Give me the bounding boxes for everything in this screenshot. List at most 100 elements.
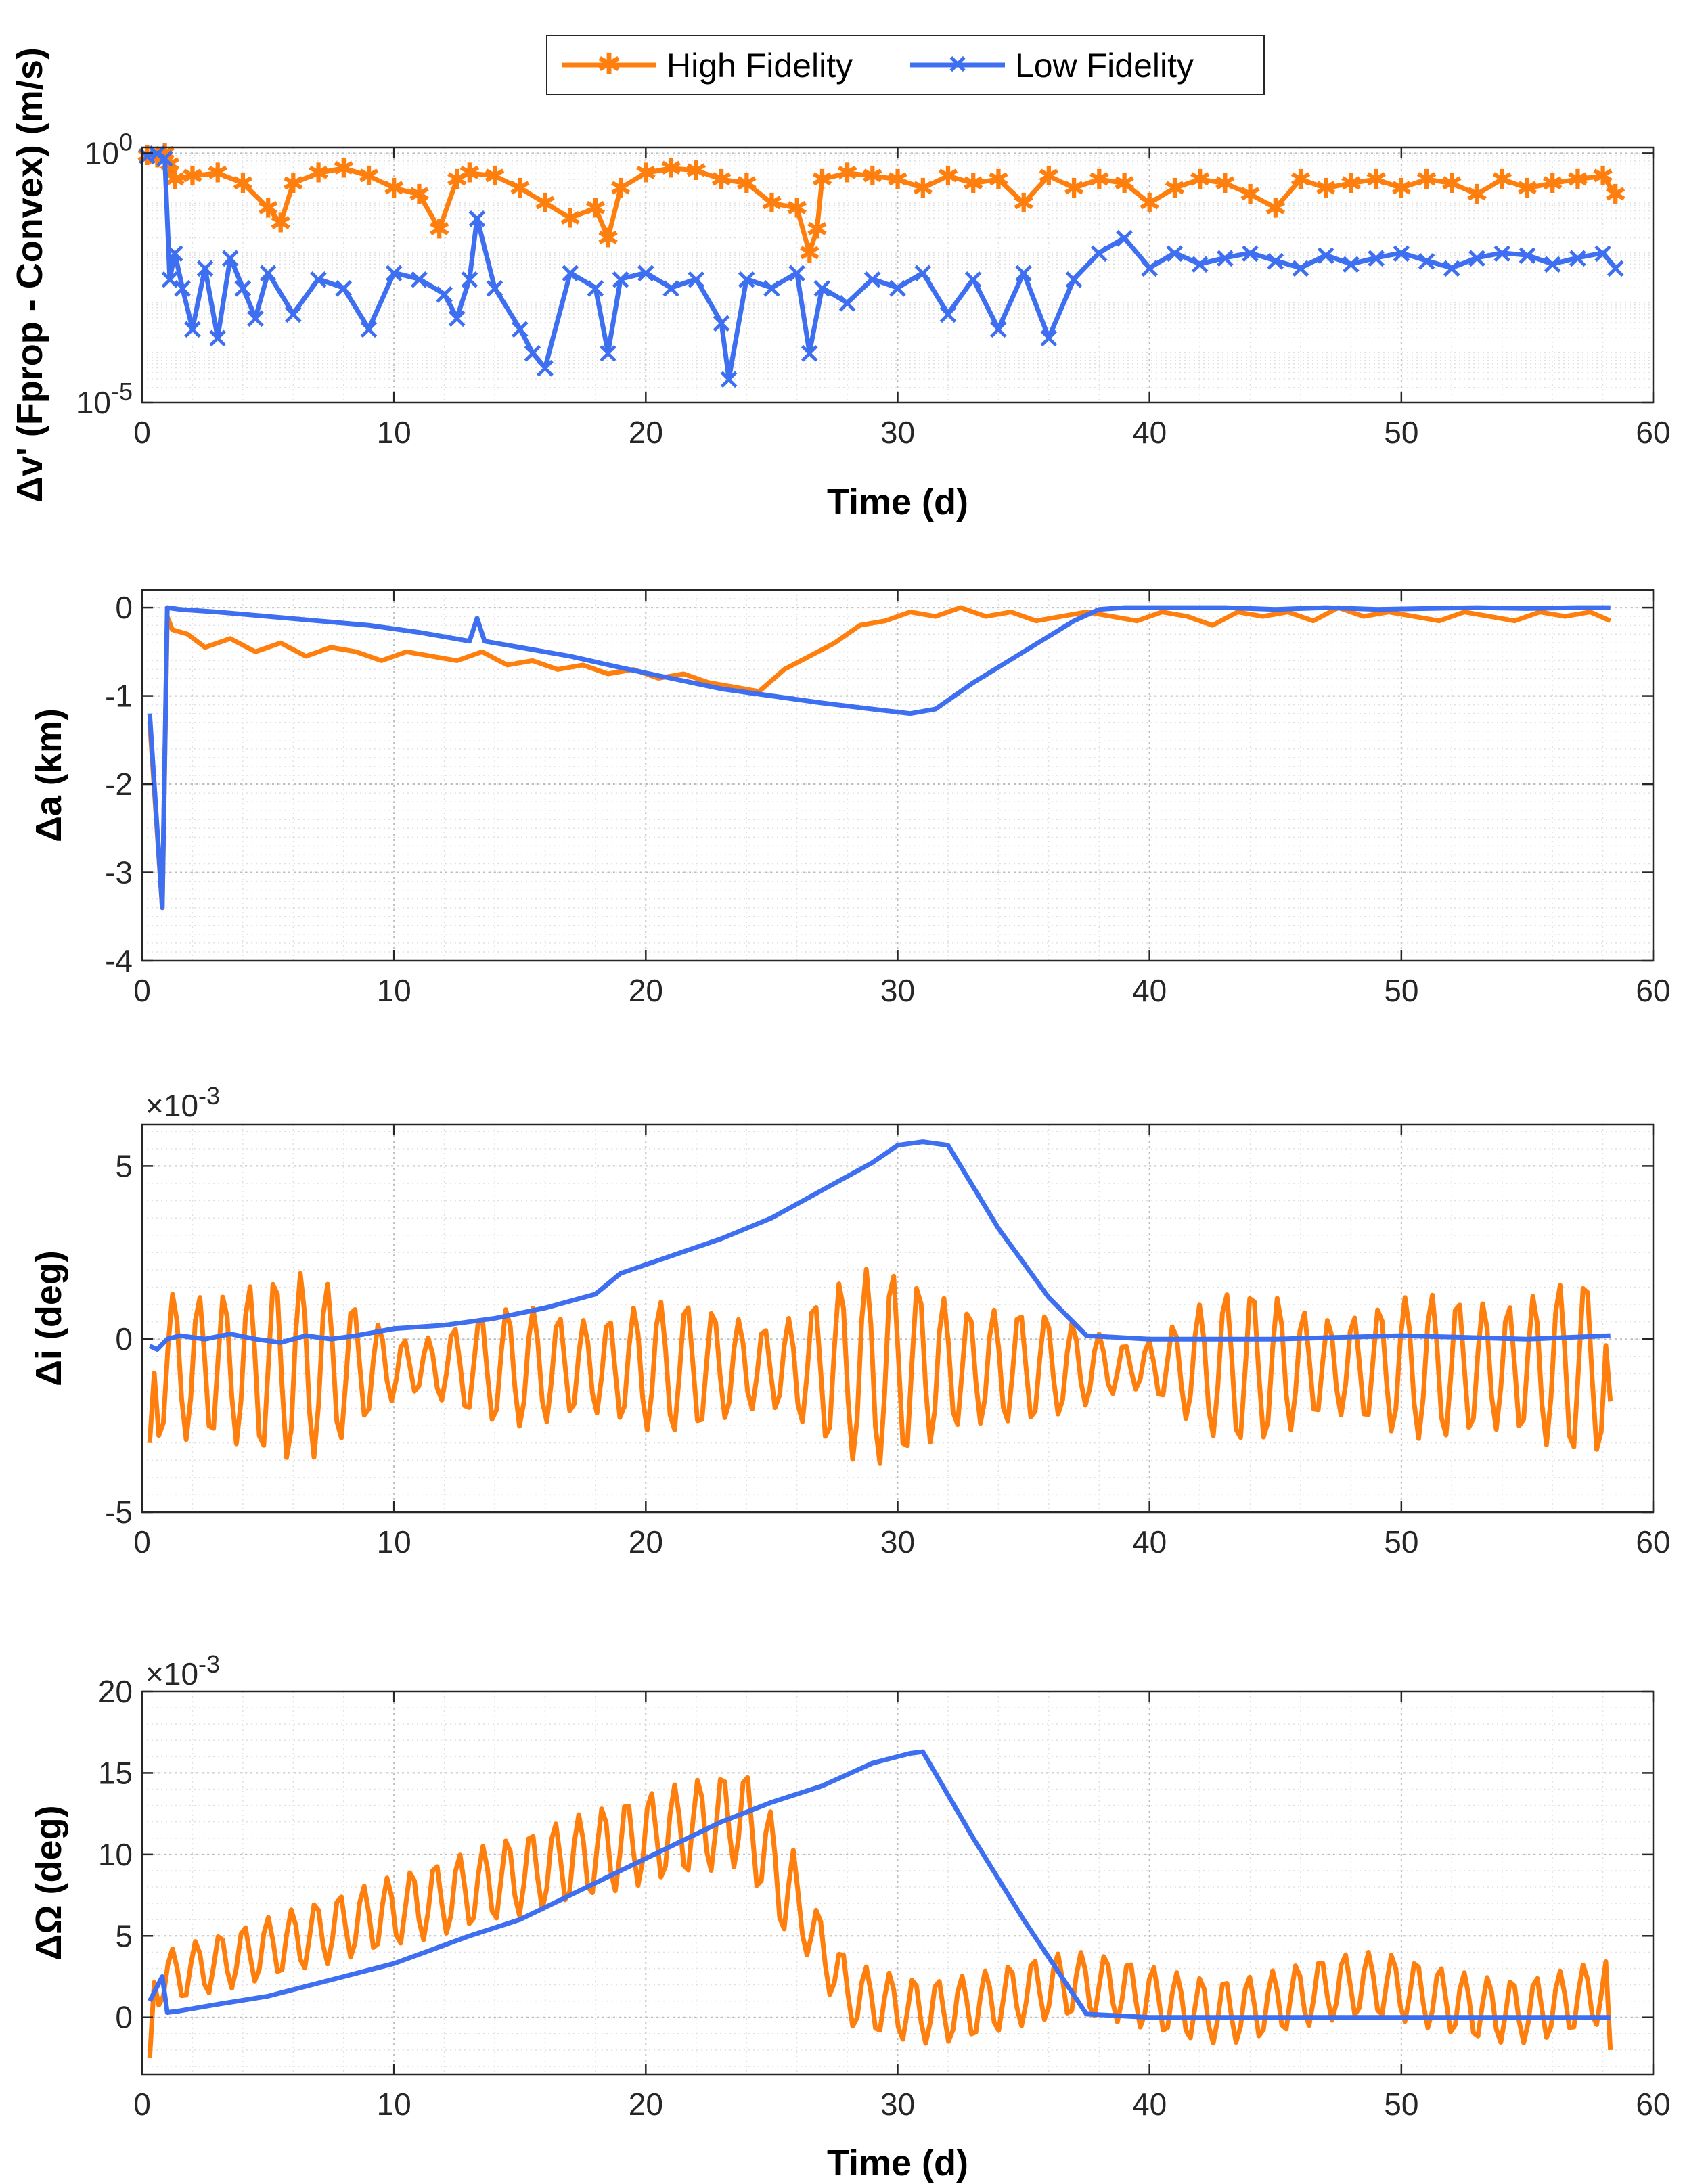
dv-series-high-point: ✱ xyxy=(685,156,708,187)
dv-series-low-point: × xyxy=(717,362,741,395)
dv-series-high-point: ✱ xyxy=(962,168,985,200)
dv-series-low-point: × xyxy=(1188,247,1211,280)
dO-ytick-label: 10 xyxy=(98,1837,133,1872)
dv-series-high-point: ✱ xyxy=(786,193,809,224)
dO-exponent-value: -3 xyxy=(198,1650,220,1678)
dv-series-high-point: ✱ xyxy=(1441,168,1464,200)
dv-series-low-point: × xyxy=(1037,321,1060,354)
dv-ytick-label: 10-5 xyxy=(76,378,133,420)
dv-series-high-point: ✱ xyxy=(1289,164,1312,196)
dv-xtick-label: 30 xyxy=(880,415,915,450)
dv-series-high-point: ✱ xyxy=(483,161,506,192)
dv-series-low-point: × xyxy=(1566,241,1590,274)
dv-series-low-point: × xyxy=(1263,244,1287,277)
da-series-low-line xyxy=(147,605,1611,911)
dv-series-high-point: ✱ xyxy=(937,161,960,192)
dO-xtick-label: 10 xyxy=(377,2087,411,2122)
dv-xtick-label: 20 xyxy=(629,415,663,450)
dv-series-high-point: ✱ xyxy=(1390,173,1413,204)
dv-xtick-label: 0 xyxy=(133,415,151,450)
dv-series-high-point: ✱ xyxy=(458,158,481,189)
dO-ytick-label: 15 xyxy=(98,1755,133,1790)
dO-ytick-label: 5 xyxy=(115,1918,133,1953)
dO-xtick-label: 60 xyxy=(1636,2087,1670,2122)
dO-series-high-line xyxy=(147,1775,1613,2059)
di-series-high-line xyxy=(147,1267,1613,1466)
dv-series-low-point: × xyxy=(1238,236,1262,269)
da-xtick-label: 50 xyxy=(1384,973,1418,1008)
dv-series-low-point: × xyxy=(760,271,784,304)
dv-series-high-point: ✱ xyxy=(1592,161,1615,192)
dv-series-high-point: ✱ xyxy=(1567,164,1590,196)
dv-series-high-point: ✱ xyxy=(1516,173,1539,204)
dv-series-high-point: ✱ xyxy=(1239,179,1262,210)
dv-series-low-point: × xyxy=(735,262,759,295)
dv-series-high-line xyxy=(146,150,1618,256)
dv-xtick-label: 10 xyxy=(377,415,411,450)
da-panel: 0 10 20 30 40 50 60 0 -1 -2 -3 -4 Δa (km) xyxy=(28,589,1671,1008)
dv-series-high-point: ✱ xyxy=(635,158,658,189)
dv-series-low-point: × xyxy=(256,256,279,289)
dv-series-high-point: ✱ xyxy=(231,168,254,200)
dv-series-high-point: ✱ xyxy=(181,161,204,192)
da-ytick-label: 0 xyxy=(115,590,133,625)
dO-ytick-label: 20 xyxy=(98,1674,133,1709)
dv-series-low-point: × xyxy=(609,262,633,295)
dv-series-high-point: ✱ xyxy=(282,168,305,200)
dv-series-low-point: × xyxy=(244,301,267,334)
da-ytick-label: -2 xyxy=(105,767,133,802)
dv-series-low-point: × xyxy=(135,139,159,172)
dv-series-high-point: ✱ xyxy=(307,158,330,189)
di-xtick-label: 10 xyxy=(377,1524,411,1560)
di-xtick-label: 40 xyxy=(1132,1524,1167,1560)
dv-series-low-point: × xyxy=(219,241,242,274)
legend[interactable]: ✱ High Fidelity × Low Fidelity xyxy=(546,35,1265,95)
dv-xtick-label: 50 xyxy=(1384,415,1418,450)
dv-series-high-point: ✱ xyxy=(912,173,935,204)
dv-series-low-point: × xyxy=(533,350,557,384)
dv-series-low-point: × xyxy=(231,271,254,304)
dv-series-high-point: ✱ xyxy=(1188,164,1211,196)
dv-series-low-point: × xyxy=(634,256,658,289)
dO-series-low-line xyxy=(148,1749,1611,2020)
legend-high-marker: ✱ xyxy=(597,48,622,81)
di-ytick-label: 0 xyxy=(115,1321,133,1357)
dv-series-low-point: × xyxy=(282,297,305,330)
di-ytick-label: -5 xyxy=(105,1495,133,1530)
da-ticks: 0 10 20 30 40 50 60 0 -1 -2 -3 -4 xyxy=(105,590,1671,1008)
dv-series-high-point: ✱ xyxy=(206,158,229,189)
di-xtick-label: 30 xyxy=(880,1524,915,1560)
di-xtick-label: 0 xyxy=(133,1524,151,1560)
dv-series-low-point: × xyxy=(465,201,489,234)
dv-series-low-point: × xyxy=(810,271,834,304)
dv-ylabel: Δv' (Fprop - Convex) (m/s) xyxy=(9,47,50,503)
da-xtick-label: 60 xyxy=(1636,973,1670,1008)
dv-series-low-point: × xyxy=(861,262,884,295)
dv-series-high-point: ✱ xyxy=(710,164,733,196)
dv-grid xyxy=(141,147,1654,403)
dv-series-low-point: × xyxy=(153,141,177,175)
dv-series-low-point: × xyxy=(1465,241,1489,274)
dv-series-low-point: × xyxy=(407,262,431,295)
dO-xtick-label: 0 xyxy=(133,2087,151,2122)
di-xtick-label: 60 xyxy=(1636,1524,1670,1560)
dv-series-low-point: × xyxy=(332,271,355,304)
dv-series-high-point: ✱ xyxy=(597,223,620,254)
di-xtick-label: 50 xyxy=(1384,1524,1418,1560)
dv-series-low-point: × xyxy=(432,277,456,311)
dv-series-high-point: ✱ xyxy=(1314,173,1337,204)
da-series xyxy=(147,605,1612,911)
dv-series-high-point: ✱ xyxy=(1466,179,1489,210)
legend-box xyxy=(546,35,1265,95)
dv-series-low-point: × xyxy=(382,256,406,289)
dv-series-low-point: × xyxy=(886,271,909,304)
dv-series-high-point: ✱ xyxy=(428,214,451,246)
dv-series-low-point: × xyxy=(1062,262,1085,295)
da-ytick-label: -3 xyxy=(105,855,133,890)
dv-series-high-point: ✱ xyxy=(735,168,758,200)
dv-series-low-point: × xyxy=(445,301,469,334)
